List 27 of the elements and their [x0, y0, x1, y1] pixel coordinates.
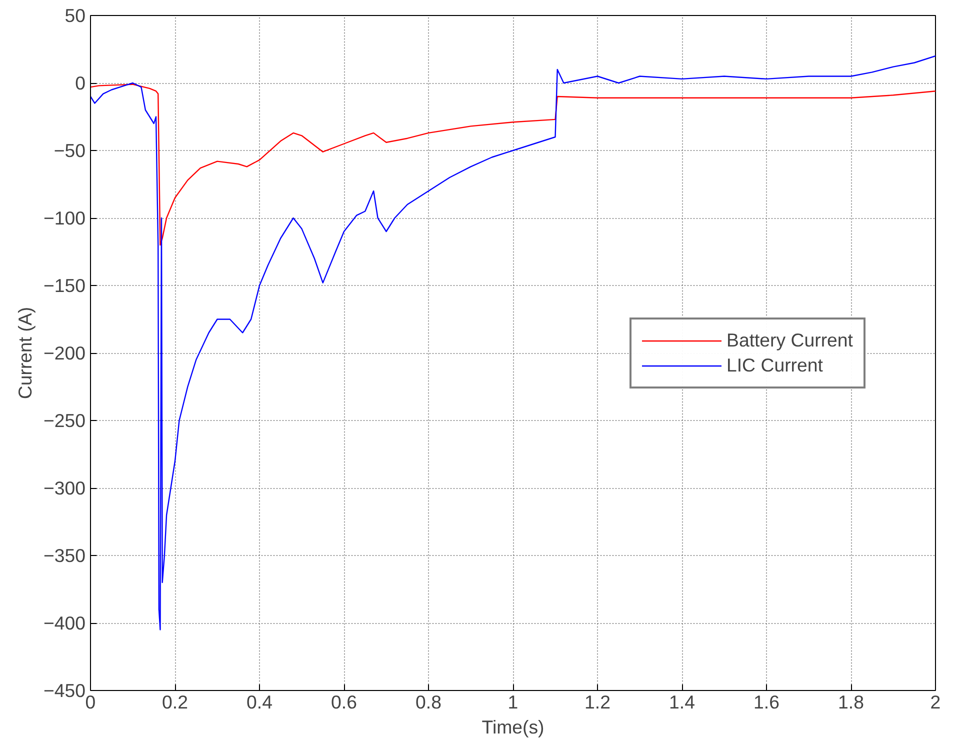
- y-tick-label: 0: [75, 72, 86, 94]
- y-tick-label: −150: [43, 275, 86, 296]
- x-tick-label: 1.8: [838, 692, 864, 712]
- x-tick-label: 1.6: [754, 692, 780, 712]
- x-tick-label: 2: [930, 692, 941, 712]
- x-tick-label: 1.4: [669, 692, 695, 712]
- x-tick-label: 1: [508, 692, 518, 712]
- y-tick-label: −200: [43, 342, 86, 364]
- x-tick-label: 1.2: [584, 692, 610, 712]
- x-tick-label: 0.6: [331, 692, 357, 712]
- x-tick-label: 0.8: [416, 692, 442, 712]
- legend-label: Battery Current: [726, 329, 853, 351]
- line-series: [90, 84, 936, 246]
- y-axis-title: Current (A): [14, 306, 36, 400]
- y-tick-label: −250: [43, 410, 86, 431]
- x-tick-label: 0.4: [246, 692, 272, 712]
- x-axis-title: Time(s): [482, 716, 544, 738]
- x-tick-label: 0.2: [162, 692, 188, 712]
- y-tick-label: −100: [43, 208, 86, 228]
- y-tick-label: −300: [43, 478, 86, 498]
- y-tick-label: −350: [43, 545, 86, 566]
- y-tick-label: −450: [43, 680, 86, 701]
- y-tick-label: −50: [54, 140, 86, 161]
- line-series: [90, 55, 936, 630]
- y-tick-label: −400: [43, 612, 86, 634]
- legend-label: LIC Current: [726, 354, 823, 376]
- y-tick-label: 50: [64, 5, 86, 26]
